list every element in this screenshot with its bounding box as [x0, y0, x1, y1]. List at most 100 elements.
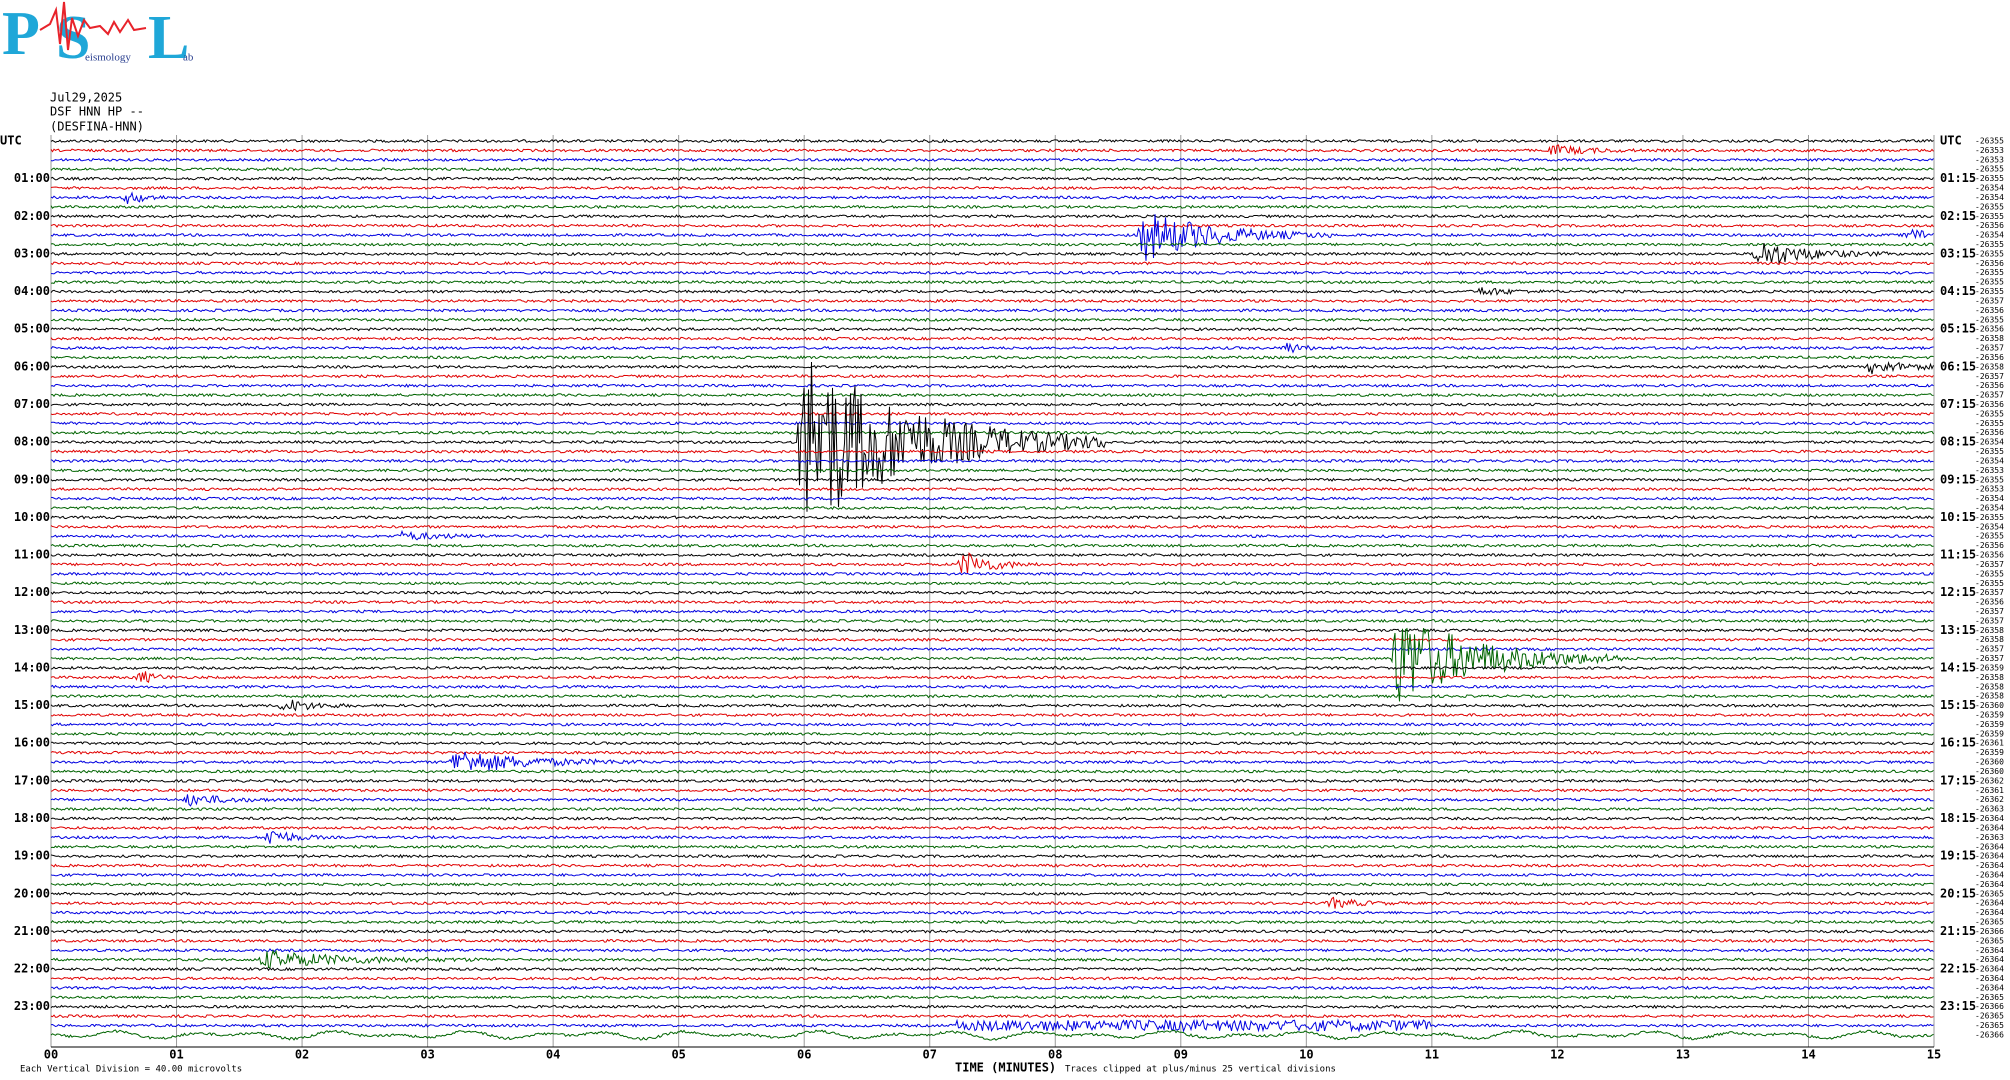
- left-hour-label: 19:00: [14, 849, 50, 863]
- x-tick-label: 00: [44, 1047, 58, 1061]
- left-hour-label: UTC: [0, 134, 22, 148]
- trace: [51, 740, 1934, 746]
- logo-word: ab: [183, 52, 194, 64]
- trace: [50, 948, 1934, 953]
- trace-count: -26355: [1975, 287, 2004, 296]
- right-hour-label: 07:15: [1940, 397, 1976, 411]
- x-tick-label: 03: [420, 1047, 434, 1061]
- right-hour-label: 06:15: [1940, 359, 1976, 373]
- trace-count: -26364: [1975, 946, 2004, 955]
- left-hour-label: 09:00: [14, 472, 50, 486]
- trace-count: -26357: [1975, 372, 2004, 381]
- trace: [50, 468, 1934, 473]
- trace-count: -26356: [1975, 400, 2004, 409]
- trace-count: -26355: [1975, 532, 2004, 541]
- trace: [50, 279, 1934, 285]
- trace-count: -26355: [1975, 268, 2004, 277]
- trace-count: -26362: [1975, 776, 2004, 785]
- trace-count: -26354: [1975, 193, 2004, 202]
- logo-squiggle: [39, 1, 147, 51]
- trace: [50, 342, 1934, 354]
- trace: [50, 665, 1934, 671]
- trace: [50, 1004, 1934, 1009]
- trace-count: -26366: [1975, 1002, 2004, 1011]
- trace: [50, 806, 1934, 812]
- x-tick-label: 08: [1048, 1047, 1062, 1061]
- left-hour-label: 20:00: [14, 886, 50, 900]
- scale-note: Each Vertical Division = 40.00 microvolt…: [20, 1065, 242, 1075]
- left-hour-label: 11:00: [14, 548, 50, 562]
- trace-count: -26360: [1975, 758, 2004, 767]
- trace: [50, 411, 1934, 417]
- right-hour-label: 02:15: [1940, 209, 1976, 223]
- right-hour-label: 11:15: [1940, 548, 1976, 562]
- trace-count: -26357: [1975, 588, 2004, 597]
- trace: [50, 872, 1934, 878]
- trace: [50, 891, 1934, 896]
- trace-count: -26357: [1975, 616, 2004, 625]
- trace-count: -26358: [1975, 362, 2004, 371]
- trace: [50, 949, 1934, 969]
- trace-count: -26353: [1975, 155, 2004, 164]
- left-hour-label: 01:00: [14, 171, 50, 185]
- right-hour-label: 09:15: [1940, 472, 1976, 486]
- trace: [50, 853, 1934, 859]
- trace-count: -26355: [1975, 513, 2004, 522]
- trace-count: -26364: [1975, 880, 2004, 889]
- date: Jul29,2025: [50, 91, 122, 105]
- trace-count: -26358: [1975, 635, 2004, 644]
- trace-count: -26365: [1975, 936, 2004, 945]
- trace-count: -26355: [1975, 409, 2004, 418]
- trace-count: -26355: [1975, 240, 2004, 249]
- trace: [50, 910, 1934, 915]
- trace: [50, 138, 1934, 144]
- left-hour-label: 14:00: [14, 660, 50, 674]
- x-tick-label: 12: [1550, 1047, 1564, 1061]
- trace-count: -26359: [1975, 663, 2004, 672]
- left-hour-label: 17:00: [14, 773, 50, 787]
- trace-count: -26355: [1975, 165, 2004, 174]
- trace-count: -26355: [1975, 447, 2004, 456]
- trace: [50, 524, 1934, 530]
- trace: [50, 1018, 1934, 1033]
- trace-count: -26355: [1975, 569, 2004, 578]
- logo-word: eismology: [85, 52, 131, 64]
- station: DSF HNN HP --: [50, 105, 144, 119]
- trace-count: -26355: [1975, 212, 2004, 221]
- trace-count: -26356: [1975, 221, 2004, 230]
- trace: [50, 995, 1934, 1000]
- right-hour-label: 19:15: [1940, 849, 1976, 863]
- trace-count: -26354: [1975, 456, 2004, 465]
- trace: [50, 618, 1934, 624]
- left-hour-label: 18:00: [14, 811, 50, 825]
- right-hour-label: 20:15: [1940, 886, 1976, 900]
- x-tick-label: 06: [797, 1047, 811, 1061]
- trace: [50, 543, 1934, 548]
- x-tick-label: 04: [546, 1047, 560, 1061]
- trace: [50, 515, 1934, 520]
- trace-count: -26364: [1975, 908, 2004, 917]
- right-hour-label: 18:15: [1940, 811, 1976, 825]
- trace: [50, 590, 1934, 595]
- x-tick-label: 15: [1927, 1047, 1941, 1061]
- x-tick-label: 10: [1299, 1047, 1313, 1061]
- trace: [50, 298, 1934, 304]
- trace-count: -26364: [1975, 965, 2004, 974]
- trace: [50, 694, 1934, 699]
- trace-count: -26364: [1975, 823, 2004, 832]
- trace: [50, 628, 1934, 633]
- trace: [50, 287, 1934, 296]
- trace-count: -26364: [1975, 974, 2004, 983]
- left-hour-label: 15:00: [14, 698, 50, 712]
- trace: [50, 794, 1934, 807]
- trace-count: -26359: [1975, 729, 2004, 738]
- trace-count: -26358: [1975, 673, 2004, 682]
- trace: [50, 599, 1934, 605]
- left-hour-label: 05:00: [14, 322, 50, 336]
- trace: [50, 449, 1934, 454]
- left-hour-label: 10:00: [14, 510, 50, 524]
- trace: [50, 392, 1934, 398]
- trace: [50, 308, 1934, 313]
- trace-count: -26364: [1975, 983, 2004, 992]
- x-tick-label: 09: [1174, 1047, 1188, 1061]
